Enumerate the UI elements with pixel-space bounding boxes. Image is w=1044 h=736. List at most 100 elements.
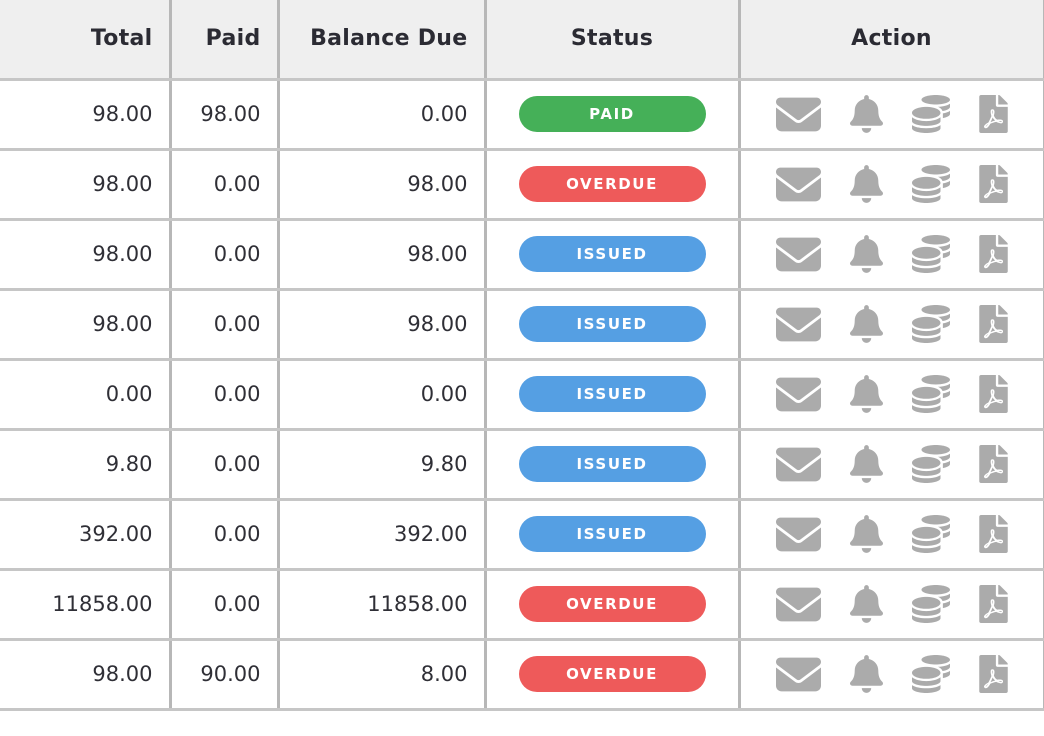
status-badge: OVERDUE xyxy=(518,166,706,202)
send-email-button[interactable] xyxy=(775,302,821,347)
balance-due-cell: 98.00 xyxy=(278,149,487,221)
coins-icon xyxy=(911,95,950,133)
row-actions xyxy=(741,372,1043,417)
envelope-icon xyxy=(775,97,821,131)
column-header-action: Action xyxy=(739,0,1044,81)
bell-icon xyxy=(849,95,883,133)
status-cell: ISSUED xyxy=(485,219,741,291)
file-pdf-icon xyxy=(978,235,1008,273)
bell-icon xyxy=(849,235,883,273)
record-payment-button[interactable] xyxy=(911,235,950,273)
send-email-button[interactable] xyxy=(775,442,821,487)
bell-icon xyxy=(849,585,883,623)
payment-reminder-button[interactable] xyxy=(849,235,883,273)
row-actions xyxy=(741,652,1043,697)
download-pdf-button[interactable] xyxy=(978,445,1008,483)
table-row: 98.00 90.00 8.00 OVERDUE xyxy=(0,639,1044,711)
send-email-button[interactable] xyxy=(775,582,821,627)
coins-icon xyxy=(911,235,950,273)
envelope-icon xyxy=(775,167,821,201)
table-row: 98.00 0.00 98.00 OVERDUE xyxy=(0,149,1044,221)
payment-reminder-button[interactable] xyxy=(849,585,883,623)
envelope-icon xyxy=(775,237,821,271)
paid-cell: 0.00 xyxy=(170,569,280,641)
record-payment-button[interactable] xyxy=(911,165,950,203)
download-pdf-button[interactable] xyxy=(978,235,1008,273)
balance-due-cell: 0.00 xyxy=(278,359,487,431)
paid-cell: 0.00 xyxy=(170,219,280,291)
status-badge: ISSUED xyxy=(518,446,706,482)
record-payment-button[interactable] xyxy=(911,95,950,133)
record-payment-button[interactable] xyxy=(911,585,950,623)
payment-reminder-button[interactable] xyxy=(849,515,883,553)
bell-icon xyxy=(849,305,883,343)
record-payment-button[interactable] xyxy=(911,375,950,413)
row-actions xyxy=(741,92,1043,137)
table-row: 98.00 0.00 98.00 ISSUED xyxy=(0,219,1044,291)
download-pdf-button[interactable] xyxy=(978,585,1008,623)
coins-icon xyxy=(911,585,950,623)
file-pdf-icon xyxy=(978,95,1008,133)
send-email-button[interactable] xyxy=(775,92,821,137)
download-pdf-button[interactable] xyxy=(978,305,1008,343)
payment-reminder-button[interactable] xyxy=(849,375,883,413)
record-payment-button[interactable] xyxy=(911,515,950,553)
file-pdf-icon xyxy=(978,305,1008,343)
record-payment-button[interactable] xyxy=(911,655,950,693)
payment-reminder-button[interactable] xyxy=(849,95,883,133)
record-payment-button[interactable] xyxy=(911,445,950,483)
send-email-button[interactable] xyxy=(775,652,821,697)
status-cell: ISSUED xyxy=(485,359,741,431)
table-row: 11858.00 0.00 11858.00 OVERDUE xyxy=(0,569,1044,641)
balance-due-cell: 0.00 xyxy=(278,79,487,151)
row-actions xyxy=(741,512,1043,557)
download-pdf-button[interactable] xyxy=(978,375,1008,413)
actions-cell xyxy=(739,359,1044,431)
total-cell: 9.80 xyxy=(0,429,172,501)
download-pdf-button[interactable] xyxy=(978,655,1008,693)
download-pdf-button[interactable] xyxy=(978,165,1008,203)
envelope-icon xyxy=(775,657,821,691)
coins-icon xyxy=(911,305,950,343)
bell-icon xyxy=(849,445,883,483)
coins-icon xyxy=(911,515,950,553)
paid-cell: 0.00 xyxy=(170,149,280,221)
paid-cell: 98.00 xyxy=(170,79,280,151)
status-cell: ISSUED xyxy=(485,429,741,501)
row-actions xyxy=(741,162,1043,207)
bell-icon xyxy=(849,165,883,203)
file-pdf-icon xyxy=(978,515,1008,553)
payment-reminder-button[interactable] xyxy=(849,305,883,343)
bell-icon xyxy=(849,515,883,553)
balance-due-cell: 8.00 xyxy=(278,639,487,711)
table-row: 98.00 98.00 0.00 PAID xyxy=(0,79,1044,151)
row-actions xyxy=(741,582,1043,627)
actions-cell xyxy=(739,79,1044,151)
payment-reminder-button[interactable] xyxy=(849,655,883,693)
paid-cell: 90.00 xyxy=(170,639,280,711)
envelope-icon xyxy=(775,307,821,341)
download-pdf-button[interactable] xyxy=(978,95,1008,133)
total-cell: 0.00 xyxy=(0,359,172,431)
coins-icon xyxy=(911,655,950,693)
balance-due-cell: 98.00 xyxy=(278,289,487,361)
actions-cell xyxy=(739,219,1044,291)
payment-reminder-button[interactable] xyxy=(849,445,883,483)
table-row: 9.80 0.00 9.80 ISSUED xyxy=(0,429,1044,501)
status-cell: ISSUED xyxy=(485,289,741,361)
download-pdf-button[interactable] xyxy=(978,515,1008,553)
actions-cell xyxy=(739,289,1044,361)
status-badge: ISSUED xyxy=(518,376,706,412)
record-payment-button[interactable] xyxy=(911,305,950,343)
column-header-total: Total xyxy=(0,0,172,81)
payment-reminder-button[interactable] xyxy=(849,165,883,203)
send-email-button[interactable] xyxy=(775,162,821,207)
send-email-button[interactable] xyxy=(775,512,821,557)
status-badge: ISSUED xyxy=(518,516,706,552)
envelope-icon xyxy=(775,377,821,411)
send-email-button[interactable] xyxy=(775,232,821,277)
send-email-button[interactable] xyxy=(775,372,821,417)
balance-due-cell: 11858.00 xyxy=(278,569,487,641)
status-cell: OVERDUE xyxy=(485,639,741,711)
coins-icon xyxy=(911,445,950,483)
